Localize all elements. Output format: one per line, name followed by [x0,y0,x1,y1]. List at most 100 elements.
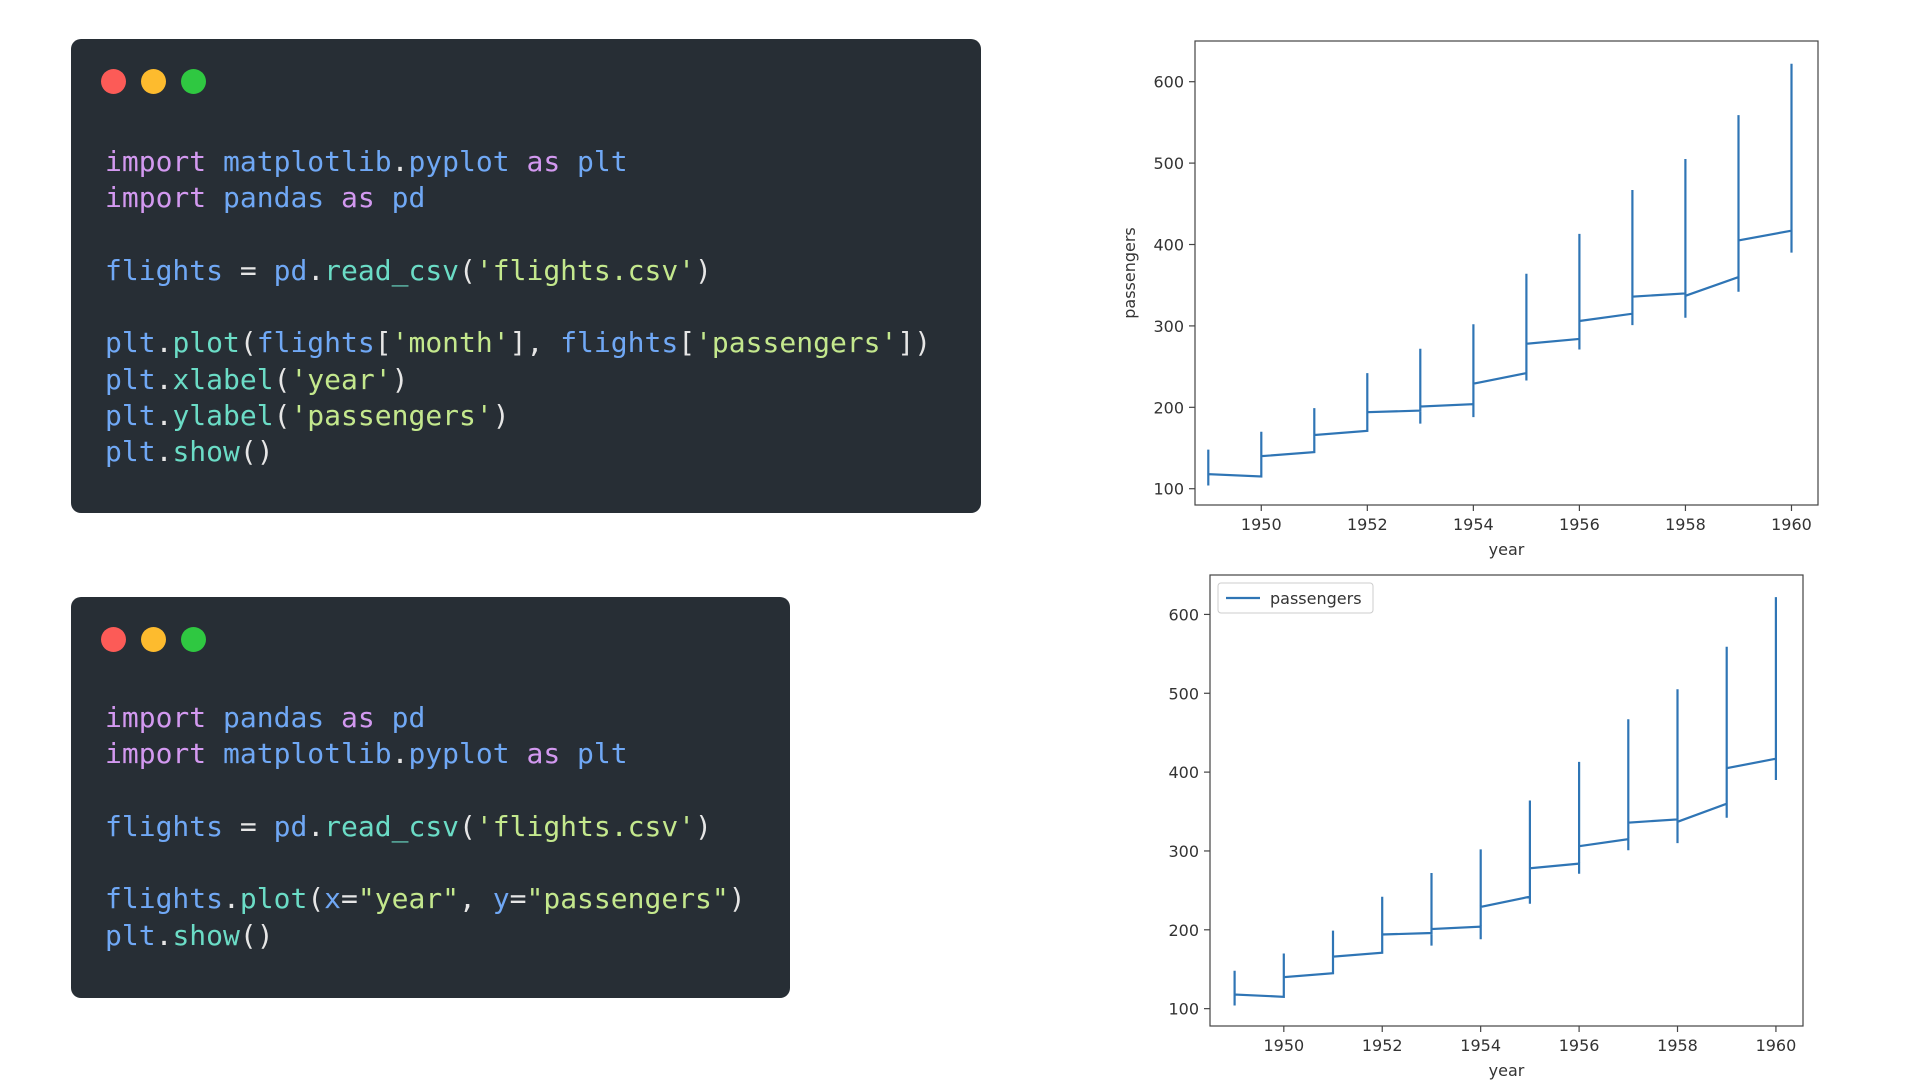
minimize-dot-icon [141,627,166,652]
code-token: plot [172,326,240,360]
y-tick-label: 100 [1153,480,1184,499]
code-token: plt [105,399,156,433]
code-token: 'month' [391,326,510,360]
code-token: read_csv [324,809,460,843]
plot-frame [1194,40,1819,506]
code-window-matplotlib: import matplotlib.pyplot as plt import pa… [71,39,981,513]
code-token: pyplot [408,737,510,771]
code-token: pd [391,701,426,734]
code-token: ( [459,809,476,843]
code-token: pd [273,809,308,843]
y-tick-label: 600 [1168,605,1199,624]
x-tick-label: 1958 [1665,515,1706,534]
code-token: . [307,809,325,843]
y-tick-label: 200 [1168,921,1199,940]
code-token: ) [695,253,712,287]
code-token: import [105,181,207,215]
code-token: pd [273,253,308,287]
code-window-pandas: import pandas as pd import matplotlib.pyp… [71,597,790,998]
code-block: import matplotlib.pyplot as plt import pa… [105,144,931,471]
x-tick-label: 1956 [1559,1036,1600,1055]
code-token: 'flights.csv' [475,809,696,843]
code-token: read_csv [324,253,460,287]
code-token: plt [105,362,156,396]
code-token: flights [560,326,679,360]
code-line: plt.plot(flights['month'], flights['pass… [105,325,931,361]
close-dot-icon [101,69,126,94]
window-controls [101,69,206,94]
code-token: ( [459,253,476,287]
code-token: import [105,701,207,734]
code-line: import matplotlib.pyplot as plt [105,736,746,772]
code-line: flights = pd.read_csv('flights.csv') [105,253,931,289]
code-token: pandas [223,701,325,734]
y-tick-label: 300 [1168,842,1199,861]
x-tick-label: 1954 [1460,1036,1501,1055]
code-token: as [526,145,561,178]
code-token: x [324,882,342,916]
x-tick-label: 1952 [1347,515,1388,534]
plot-frame [1209,574,1804,1027]
code-token: show [172,918,240,952]
close-dot-icon [101,627,126,652]
code-token: y [492,882,510,916]
code-token: 'flights.csv' [475,253,696,287]
x-tick-label: 1960 [1756,1036,1797,1055]
code-token: plt [105,326,156,360]
code-token: = [223,809,274,843]
code-line: import pandas as pd [105,700,746,736]
code-token: plt [105,918,156,952]
x-tick-label: 1950 [1241,515,1282,534]
code-token: ylabel [172,399,274,433]
code-token: pandas [223,181,325,215]
y-tick-label: 300 [1153,317,1184,336]
code-line: import matplotlib.pyplot as plt [105,144,931,180]
y-tick-label: 500 [1168,684,1199,703]
chart-1: 1950 1952 1954 1956 1958 1960 100 200 300 400 500 6… [1120,40,1819,559]
code-token: . [391,737,409,771]
x-tick-label: 1952 [1362,1036,1403,1055]
code-token: import [105,145,207,178]
code-token: 'passengers' [695,326,898,360]
code-token: ( [273,399,291,433]
code-token: flights [105,809,224,843]
x-tick-label: 1950 [1263,1036,1304,1055]
code-token: ( [307,882,325,916]
code-line: flights = pd.read_csv('flights.csv') [105,809,746,845]
window-controls [101,627,206,652]
code-token: ], [509,326,561,360]
y-tick-label: 100 [1168,1000,1199,1019]
zoom-dot-icon [181,69,206,94]
code-token: ( [239,326,257,360]
code-token: ) [728,882,746,916]
code-line: flights.plot(x="year", y="passengers") [105,881,746,917]
code-token: . [155,399,173,433]
code-token: ) [695,809,712,843]
code-token: "passengers" [526,882,729,916]
code-token: () [239,918,274,952]
code-token: "year" [357,882,460,916]
y-tick-label: 200 [1153,398,1184,417]
y-tick-label: 400 [1153,236,1184,255]
code-token: ) [492,399,510,433]
code-token: plt [577,145,628,178]
code-token: flights [105,253,224,287]
code-token: = [509,882,527,916]
code-token: matplotlib [223,145,392,178]
code-line: plt.xlabel('year') [105,362,931,398]
code-token: 'passengers' [290,399,493,433]
minimize-dot-icon [141,69,166,94]
code-token: 'year' [290,362,392,396]
chart-2: 1950 1952 1954 1956 1958 1960 100 200 300 400 500 6… [1168,574,1804,1080]
code-token: as [526,737,561,771]
series-line-passengers [1233,597,1778,1006]
code-token: ]) [897,326,932,360]
code-token: . [155,326,173,360]
code-token: as [341,181,375,215]
code-token: . [155,435,173,469]
code-token: , [459,882,493,916]
x-tick-label: 1956 [1559,515,1600,534]
x-axis-label: year [1489,540,1525,559]
code-token: matplotlib [223,737,392,771]
